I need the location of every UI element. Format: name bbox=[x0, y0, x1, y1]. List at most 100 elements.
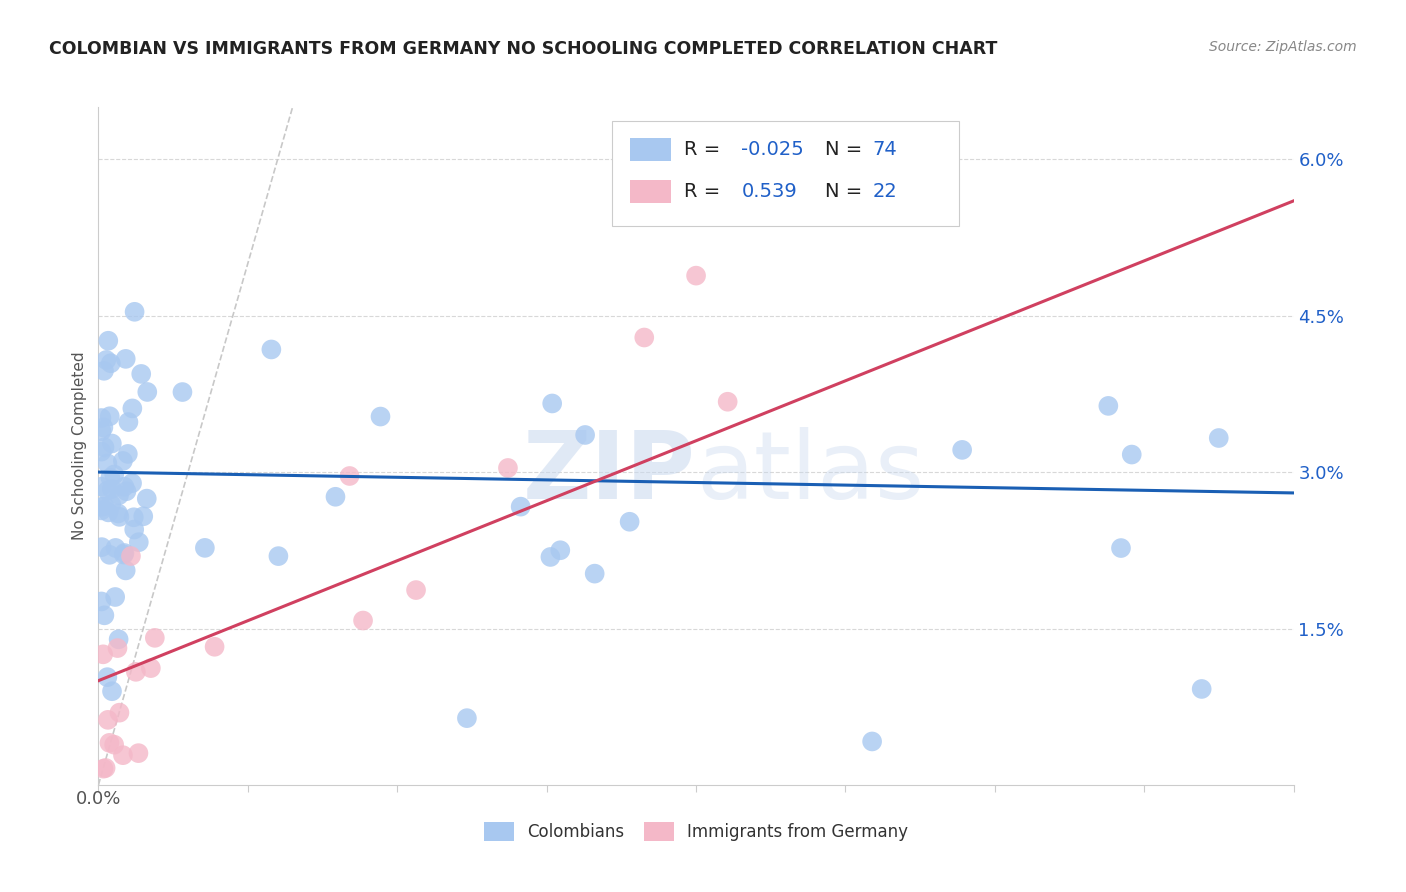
Point bbox=[122, 510, 145, 524]
Point bbox=[98, 409, 121, 424]
Point bbox=[100, 356, 122, 370]
Point bbox=[325, 490, 347, 504]
Point bbox=[103, 467, 125, 482]
Point bbox=[114, 563, 136, 577]
Point bbox=[114, 351, 136, 366]
Point bbox=[90, 594, 112, 608]
Point bbox=[129, 367, 152, 381]
Text: 22: 22 bbox=[873, 182, 897, 202]
Point bbox=[90, 480, 112, 494]
Point bbox=[97, 334, 120, 348]
Point bbox=[96, 670, 118, 684]
Point bbox=[96, 456, 118, 470]
Point bbox=[125, 665, 148, 679]
Point bbox=[94, 761, 117, 775]
Point bbox=[685, 268, 707, 283]
Point bbox=[541, 396, 564, 410]
Text: N =: N = bbox=[825, 182, 869, 202]
Point bbox=[633, 330, 655, 344]
Point bbox=[538, 549, 561, 564]
Text: Source: ZipAtlas.com: Source: ZipAtlas.com bbox=[1209, 40, 1357, 54]
Point bbox=[97, 713, 120, 727]
Point bbox=[115, 484, 138, 499]
Point bbox=[90, 500, 112, 514]
Point bbox=[101, 684, 124, 698]
Point bbox=[127, 746, 149, 760]
Point bbox=[90, 540, 112, 554]
Point bbox=[111, 454, 134, 468]
Point bbox=[97, 505, 120, 519]
Point bbox=[136, 384, 159, 399]
Point bbox=[108, 488, 131, 502]
Point bbox=[103, 738, 125, 752]
Point bbox=[1109, 541, 1132, 555]
Point bbox=[1121, 448, 1143, 462]
Point bbox=[108, 509, 131, 524]
Text: R =: R = bbox=[685, 182, 733, 202]
FancyBboxPatch shape bbox=[630, 138, 671, 161]
Text: atlas: atlas bbox=[696, 427, 924, 519]
Point bbox=[104, 541, 127, 555]
Y-axis label: No Schooling Completed: No Schooling Completed bbox=[72, 351, 87, 541]
Text: -0.025: -0.025 bbox=[741, 140, 804, 160]
Point bbox=[108, 706, 131, 720]
Point bbox=[96, 483, 118, 498]
Point bbox=[509, 500, 531, 514]
Point bbox=[111, 748, 134, 763]
Point bbox=[135, 491, 157, 506]
Point bbox=[104, 590, 127, 604]
Point bbox=[107, 507, 129, 521]
Point bbox=[117, 447, 139, 461]
Point bbox=[583, 566, 606, 581]
Point bbox=[496, 461, 519, 475]
Point bbox=[90, 424, 112, 438]
Point bbox=[574, 428, 596, 442]
Point bbox=[267, 549, 290, 563]
Point bbox=[121, 401, 143, 416]
Point bbox=[100, 497, 122, 511]
Point bbox=[121, 476, 143, 491]
Point bbox=[93, 364, 115, 378]
Point bbox=[405, 583, 427, 598]
Point bbox=[90, 444, 112, 458]
FancyBboxPatch shape bbox=[630, 180, 671, 203]
Point bbox=[90, 503, 112, 517]
Text: 0.0%: 0.0% bbox=[76, 789, 121, 807]
Point bbox=[339, 469, 361, 483]
Text: 74: 74 bbox=[873, 140, 897, 160]
Point bbox=[352, 614, 374, 628]
Point bbox=[370, 409, 392, 424]
Point bbox=[717, 394, 740, 409]
FancyBboxPatch shape bbox=[613, 120, 959, 226]
Point bbox=[112, 480, 135, 494]
Point bbox=[260, 343, 283, 357]
Point bbox=[112, 548, 135, 562]
Point bbox=[98, 471, 121, 485]
Point bbox=[117, 415, 139, 429]
Text: N =: N = bbox=[825, 140, 869, 160]
Point bbox=[550, 543, 572, 558]
Point bbox=[107, 632, 129, 647]
Point bbox=[204, 640, 226, 654]
Point bbox=[122, 523, 145, 537]
Point bbox=[1208, 431, 1230, 445]
Point bbox=[172, 385, 194, 400]
Point bbox=[139, 661, 162, 675]
Point bbox=[101, 436, 124, 450]
Point bbox=[96, 353, 118, 368]
Point bbox=[91, 648, 114, 662]
Point bbox=[132, 509, 155, 524]
Point bbox=[120, 549, 142, 563]
Point bbox=[619, 515, 641, 529]
Point bbox=[100, 482, 122, 496]
Point bbox=[107, 641, 129, 656]
Text: COLOMBIAN VS IMMIGRANTS FROM GERMANY NO SCHOOLING COMPLETED CORRELATION CHART: COLOMBIAN VS IMMIGRANTS FROM GERMANY NO … bbox=[49, 40, 998, 58]
Point bbox=[1097, 399, 1119, 413]
Point bbox=[98, 548, 121, 562]
Point bbox=[124, 305, 146, 319]
Point bbox=[1191, 681, 1213, 696]
Point bbox=[93, 608, 115, 623]
Point bbox=[90, 411, 112, 425]
Point bbox=[950, 442, 973, 457]
Point bbox=[128, 535, 150, 549]
